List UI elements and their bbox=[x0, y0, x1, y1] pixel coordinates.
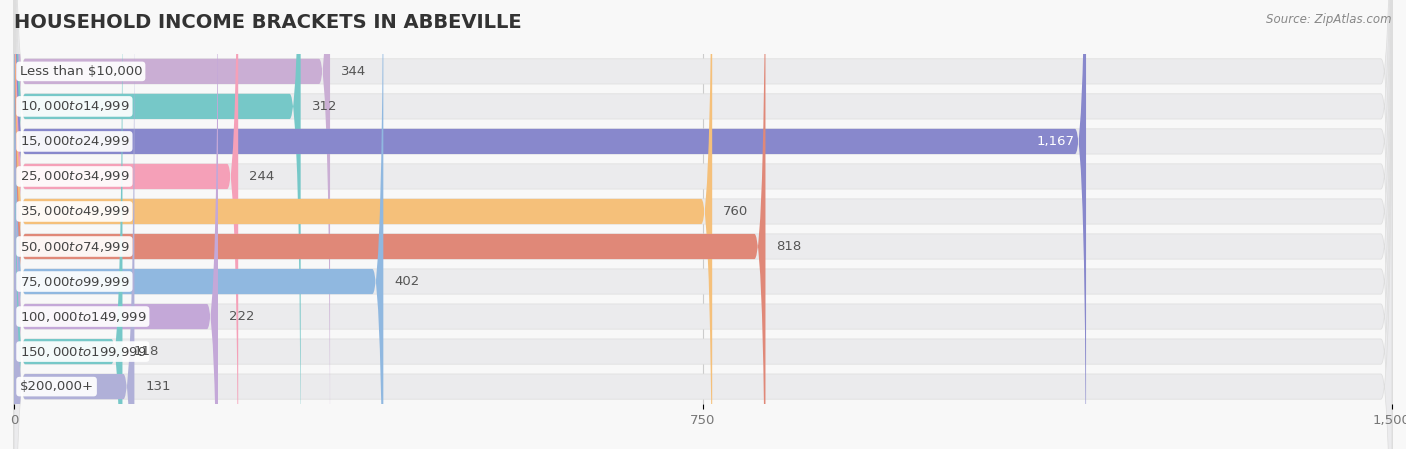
FancyBboxPatch shape bbox=[14, 0, 122, 449]
FancyBboxPatch shape bbox=[14, 0, 713, 449]
Text: $200,000+: $200,000+ bbox=[20, 380, 94, 393]
Text: 402: 402 bbox=[394, 275, 419, 288]
Text: $50,000 to $74,999: $50,000 to $74,999 bbox=[20, 239, 129, 254]
FancyBboxPatch shape bbox=[14, 0, 1392, 449]
FancyBboxPatch shape bbox=[14, 0, 1085, 449]
Text: 1,167: 1,167 bbox=[1038, 135, 1076, 148]
Text: 760: 760 bbox=[723, 205, 748, 218]
FancyBboxPatch shape bbox=[14, 0, 1392, 449]
Text: 131: 131 bbox=[145, 380, 172, 393]
Text: $25,000 to $34,999: $25,000 to $34,999 bbox=[20, 169, 129, 184]
FancyBboxPatch shape bbox=[14, 0, 301, 449]
FancyBboxPatch shape bbox=[14, 0, 384, 449]
Text: $150,000 to $199,999: $150,000 to $199,999 bbox=[20, 344, 146, 359]
FancyBboxPatch shape bbox=[14, 0, 1392, 449]
FancyBboxPatch shape bbox=[14, 0, 238, 449]
FancyBboxPatch shape bbox=[14, 0, 1392, 449]
FancyBboxPatch shape bbox=[14, 0, 1392, 449]
FancyBboxPatch shape bbox=[14, 0, 135, 449]
FancyBboxPatch shape bbox=[14, 0, 1392, 449]
Text: 344: 344 bbox=[342, 65, 367, 78]
Text: $100,000 to $149,999: $100,000 to $149,999 bbox=[20, 309, 146, 324]
Text: 312: 312 bbox=[312, 100, 337, 113]
FancyBboxPatch shape bbox=[14, 0, 1392, 449]
Text: 244: 244 bbox=[249, 170, 274, 183]
FancyBboxPatch shape bbox=[14, 0, 218, 449]
FancyBboxPatch shape bbox=[14, 0, 1392, 449]
Text: $10,000 to $14,999: $10,000 to $14,999 bbox=[20, 99, 129, 114]
Text: 818: 818 bbox=[776, 240, 801, 253]
Text: 118: 118 bbox=[134, 345, 159, 358]
Text: $35,000 to $49,999: $35,000 to $49,999 bbox=[20, 204, 129, 219]
Text: Source: ZipAtlas.com: Source: ZipAtlas.com bbox=[1267, 13, 1392, 26]
FancyBboxPatch shape bbox=[14, 0, 1392, 449]
Text: HOUSEHOLD INCOME BRACKETS IN ABBEVILLE: HOUSEHOLD INCOME BRACKETS IN ABBEVILLE bbox=[14, 13, 522, 32]
FancyBboxPatch shape bbox=[14, 0, 330, 449]
FancyBboxPatch shape bbox=[14, 0, 765, 449]
Text: $75,000 to $99,999: $75,000 to $99,999 bbox=[20, 274, 129, 289]
Text: 222: 222 bbox=[229, 310, 254, 323]
Text: Less than $10,000: Less than $10,000 bbox=[20, 65, 142, 78]
Text: $15,000 to $24,999: $15,000 to $24,999 bbox=[20, 134, 129, 149]
FancyBboxPatch shape bbox=[14, 0, 1392, 449]
